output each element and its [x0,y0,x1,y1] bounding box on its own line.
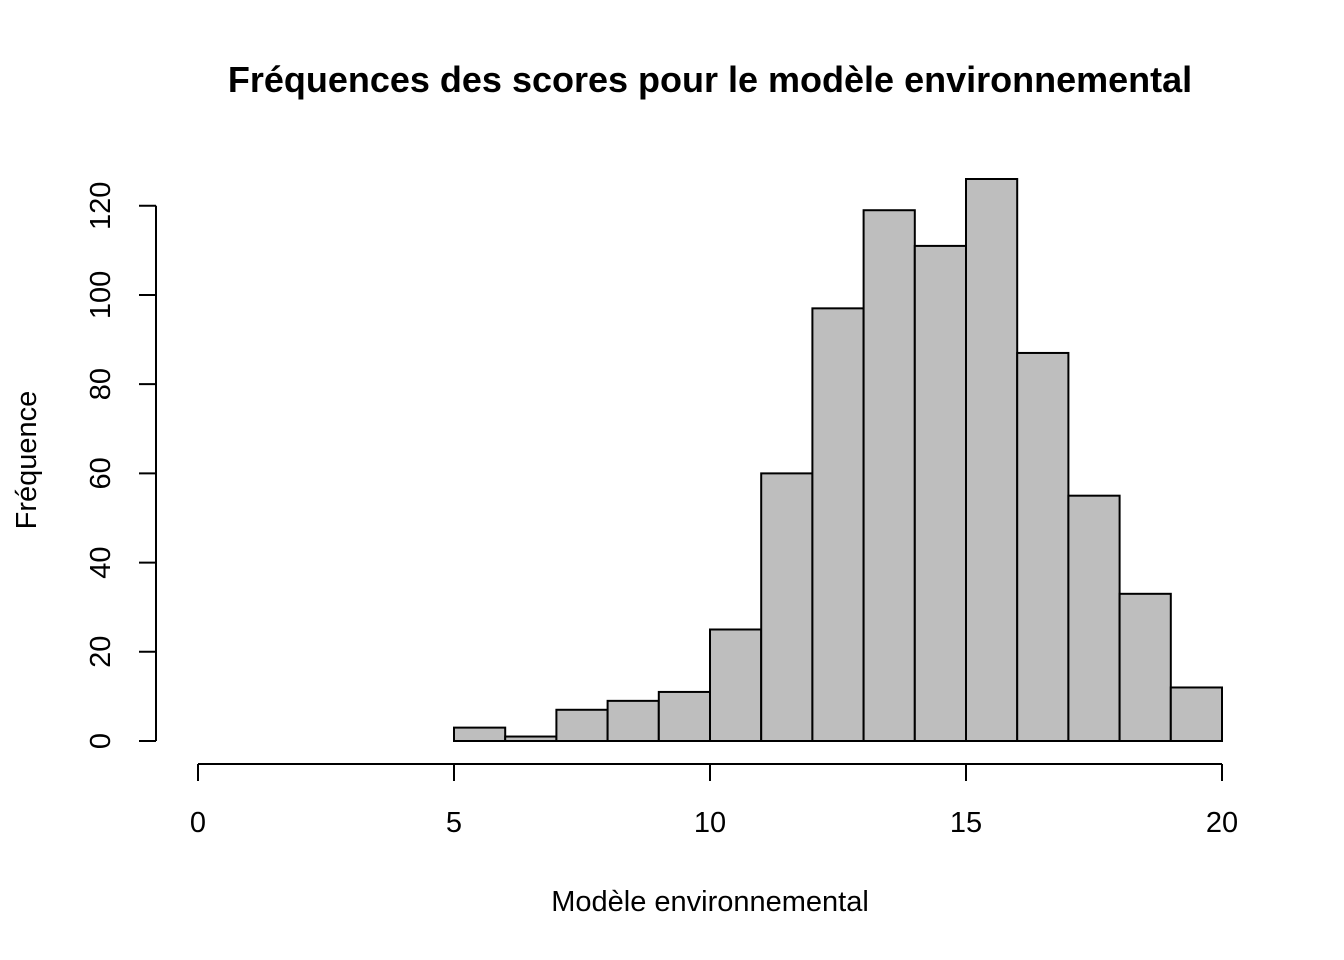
y-tick-label: 100 [85,271,117,319]
histogram-bar [760,472,814,742]
x-tick-label: 20 [1206,807,1238,839]
histogram-bars [453,178,1224,743]
histogram-bar [811,307,865,742]
y-tick-label: 0 [85,733,117,749]
histogram-bar [453,726,507,742]
x-axis: 0 5 10 15 20 [190,763,1238,839]
histogram-bar [1169,686,1224,743]
x-axis-label: Modèle environnemental [551,886,869,918]
x-tick-label: 15 [950,807,982,839]
histogram-bar [965,178,1019,742]
y-tick-label: 80 [85,368,117,400]
histogram-bar [1016,351,1070,742]
histogram-bar [1118,592,1172,742]
histogram-bar [709,628,763,742]
histogram-bar [606,699,660,742]
y-tick-label: 40 [85,546,117,578]
y-axis: 0 20 40 60 80 100 120 [85,182,157,749]
x-tick-label: 0 [190,807,206,839]
y-tick-label: 20 [85,636,117,668]
histogram-bar [1067,494,1121,742]
histogram-bar [504,735,558,742]
histogram-bar [657,690,711,743]
y-axis-label: Fréquence [11,391,43,530]
histogram-bar [913,244,967,742]
histogram-bar [862,209,916,742]
y-tick-label: 120 [85,182,117,230]
y-tick-label: 60 [85,457,117,489]
x-tick-label: 10 [694,807,726,839]
histogram-bar [555,708,609,742]
x-tick-label: 5 [446,807,462,839]
chart-title: Fréquences des scores pour le modèle env… [228,59,1192,100]
